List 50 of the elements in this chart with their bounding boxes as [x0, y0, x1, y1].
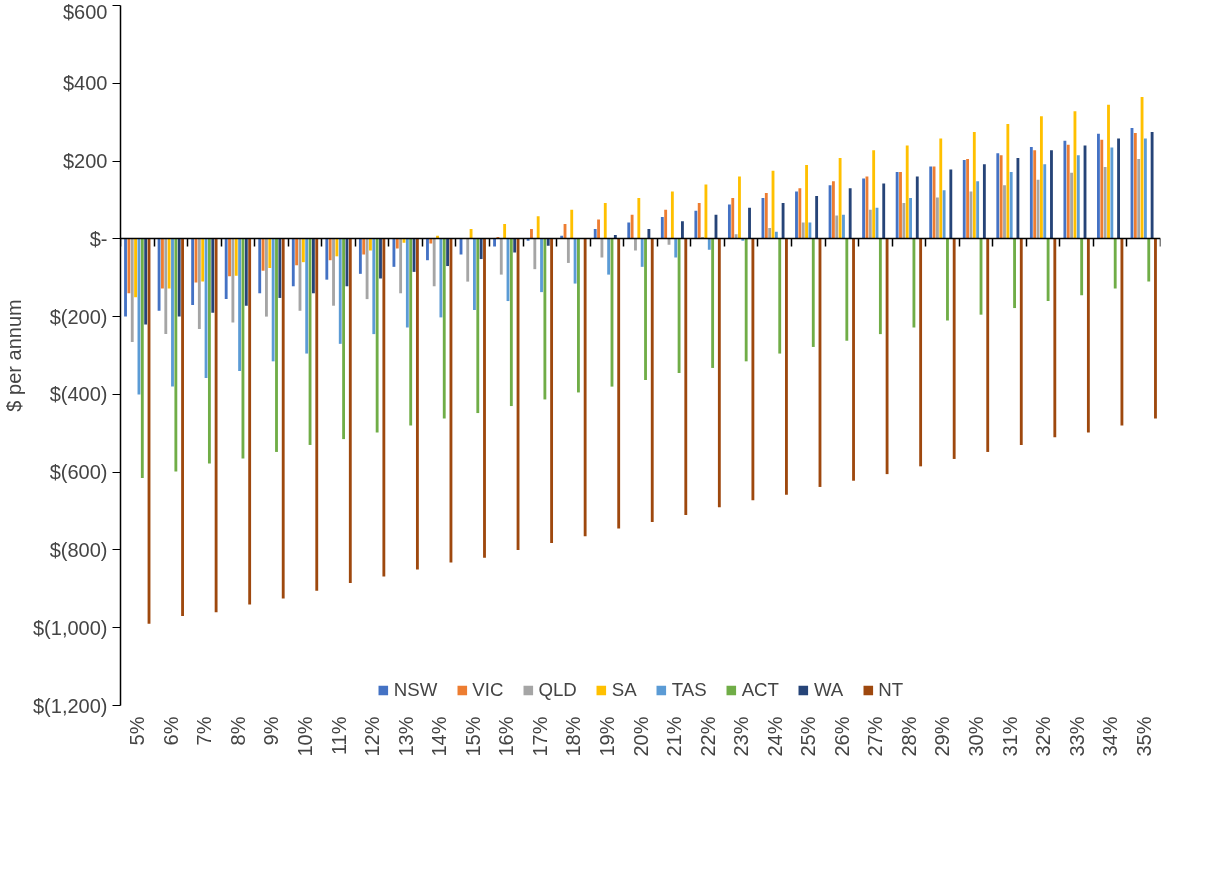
legend-label: WA: [813, 679, 844, 701]
x-tick-label: 17%: [528, 716, 551, 757]
legend-label: TAS: [671, 679, 707, 701]
x-tick-label: 25%: [797, 716, 820, 757]
x-tick-label: 22%: [696, 716, 719, 757]
x-tick-label: 7%: [193, 716, 216, 746]
legend-label: NT: [878, 679, 904, 701]
y-tick-label: $(400): [49, 383, 108, 406]
x-tick-label: 10%: [294, 716, 317, 757]
legend-label: SA: [611, 679, 637, 701]
x-tick-label: 28%: [897, 716, 920, 757]
x-tick-label: 20%: [629, 716, 652, 757]
legend-label: VIC: [472, 679, 504, 701]
y-axis-title: $ per annum: [3, 299, 26, 412]
x-tick-label: 8%: [226, 716, 249, 746]
x-tick-label: 19%: [595, 716, 618, 757]
x-tick-label: 18%: [562, 716, 585, 757]
x-tick-label: 16%: [495, 716, 518, 757]
x-tick-label: 26%: [830, 716, 853, 757]
y-tick-label: $200: [63, 150, 108, 173]
x-tick-label: 13%: [394, 716, 417, 757]
x-tick-label: 35%: [1132, 716, 1155, 757]
legend-label: QLD: [538, 679, 577, 701]
x-tick-label: 12%: [361, 716, 384, 757]
legend-label: ACT: [741, 679, 779, 701]
x-tick-label: 5%: [126, 716, 149, 746]
x-tick-label: 33%: [1065, 716, 1088, 757]
legend-label: NSW: [393, 679, 438, 701]
x-tick-label: 34%: [1099, 716, 1122, 757]
y-tick-label: $600: [63, 0, 108, 23]
x-tick-label: 21%: [663, 716, 686, 757]
y-tick-label: $(1,000): [33, 616, 108, 639]
y-tick-label: $(600): [49, 461, 108, 484]
x-tick-label: 31%: [998, 716, 1021, 757]
x-tick-label: 14%: [428, 716, 451, 757]
x-tick-label: 24%: [763, 716, 786, 757]
y-tick-label: $-: [89, 227, 108, 250]
x-tick-label: 15%: [461, 716, 484, 757]
y-tick-label: $(1,200): [33, 694, 108, 717]
x-tick-label: 6%: [159, 716, 182, 746]
x-tick-label: 23%: [730, 716, 753, 757]
x-tick-label: 27%: [864, 716, 887, 757]
y-tick-label: $(800): [49, 538, 108, 561]
y-tick-label: $400: [63, 72, 108, 95]
y-tick-label: $(200): [49, 305, 108, 328]
x-tick-label: 32%: [1032, 716, 1055, 757]
x-tick-label: 30%: [964, 716, 987, 757]
x-tick-label: 11%: [327, 716, 350, 756]
x-tick-label: 29%: [931, 716, 954, 757]
x-tick-label: 9%: [260, 716, 283, 746]
